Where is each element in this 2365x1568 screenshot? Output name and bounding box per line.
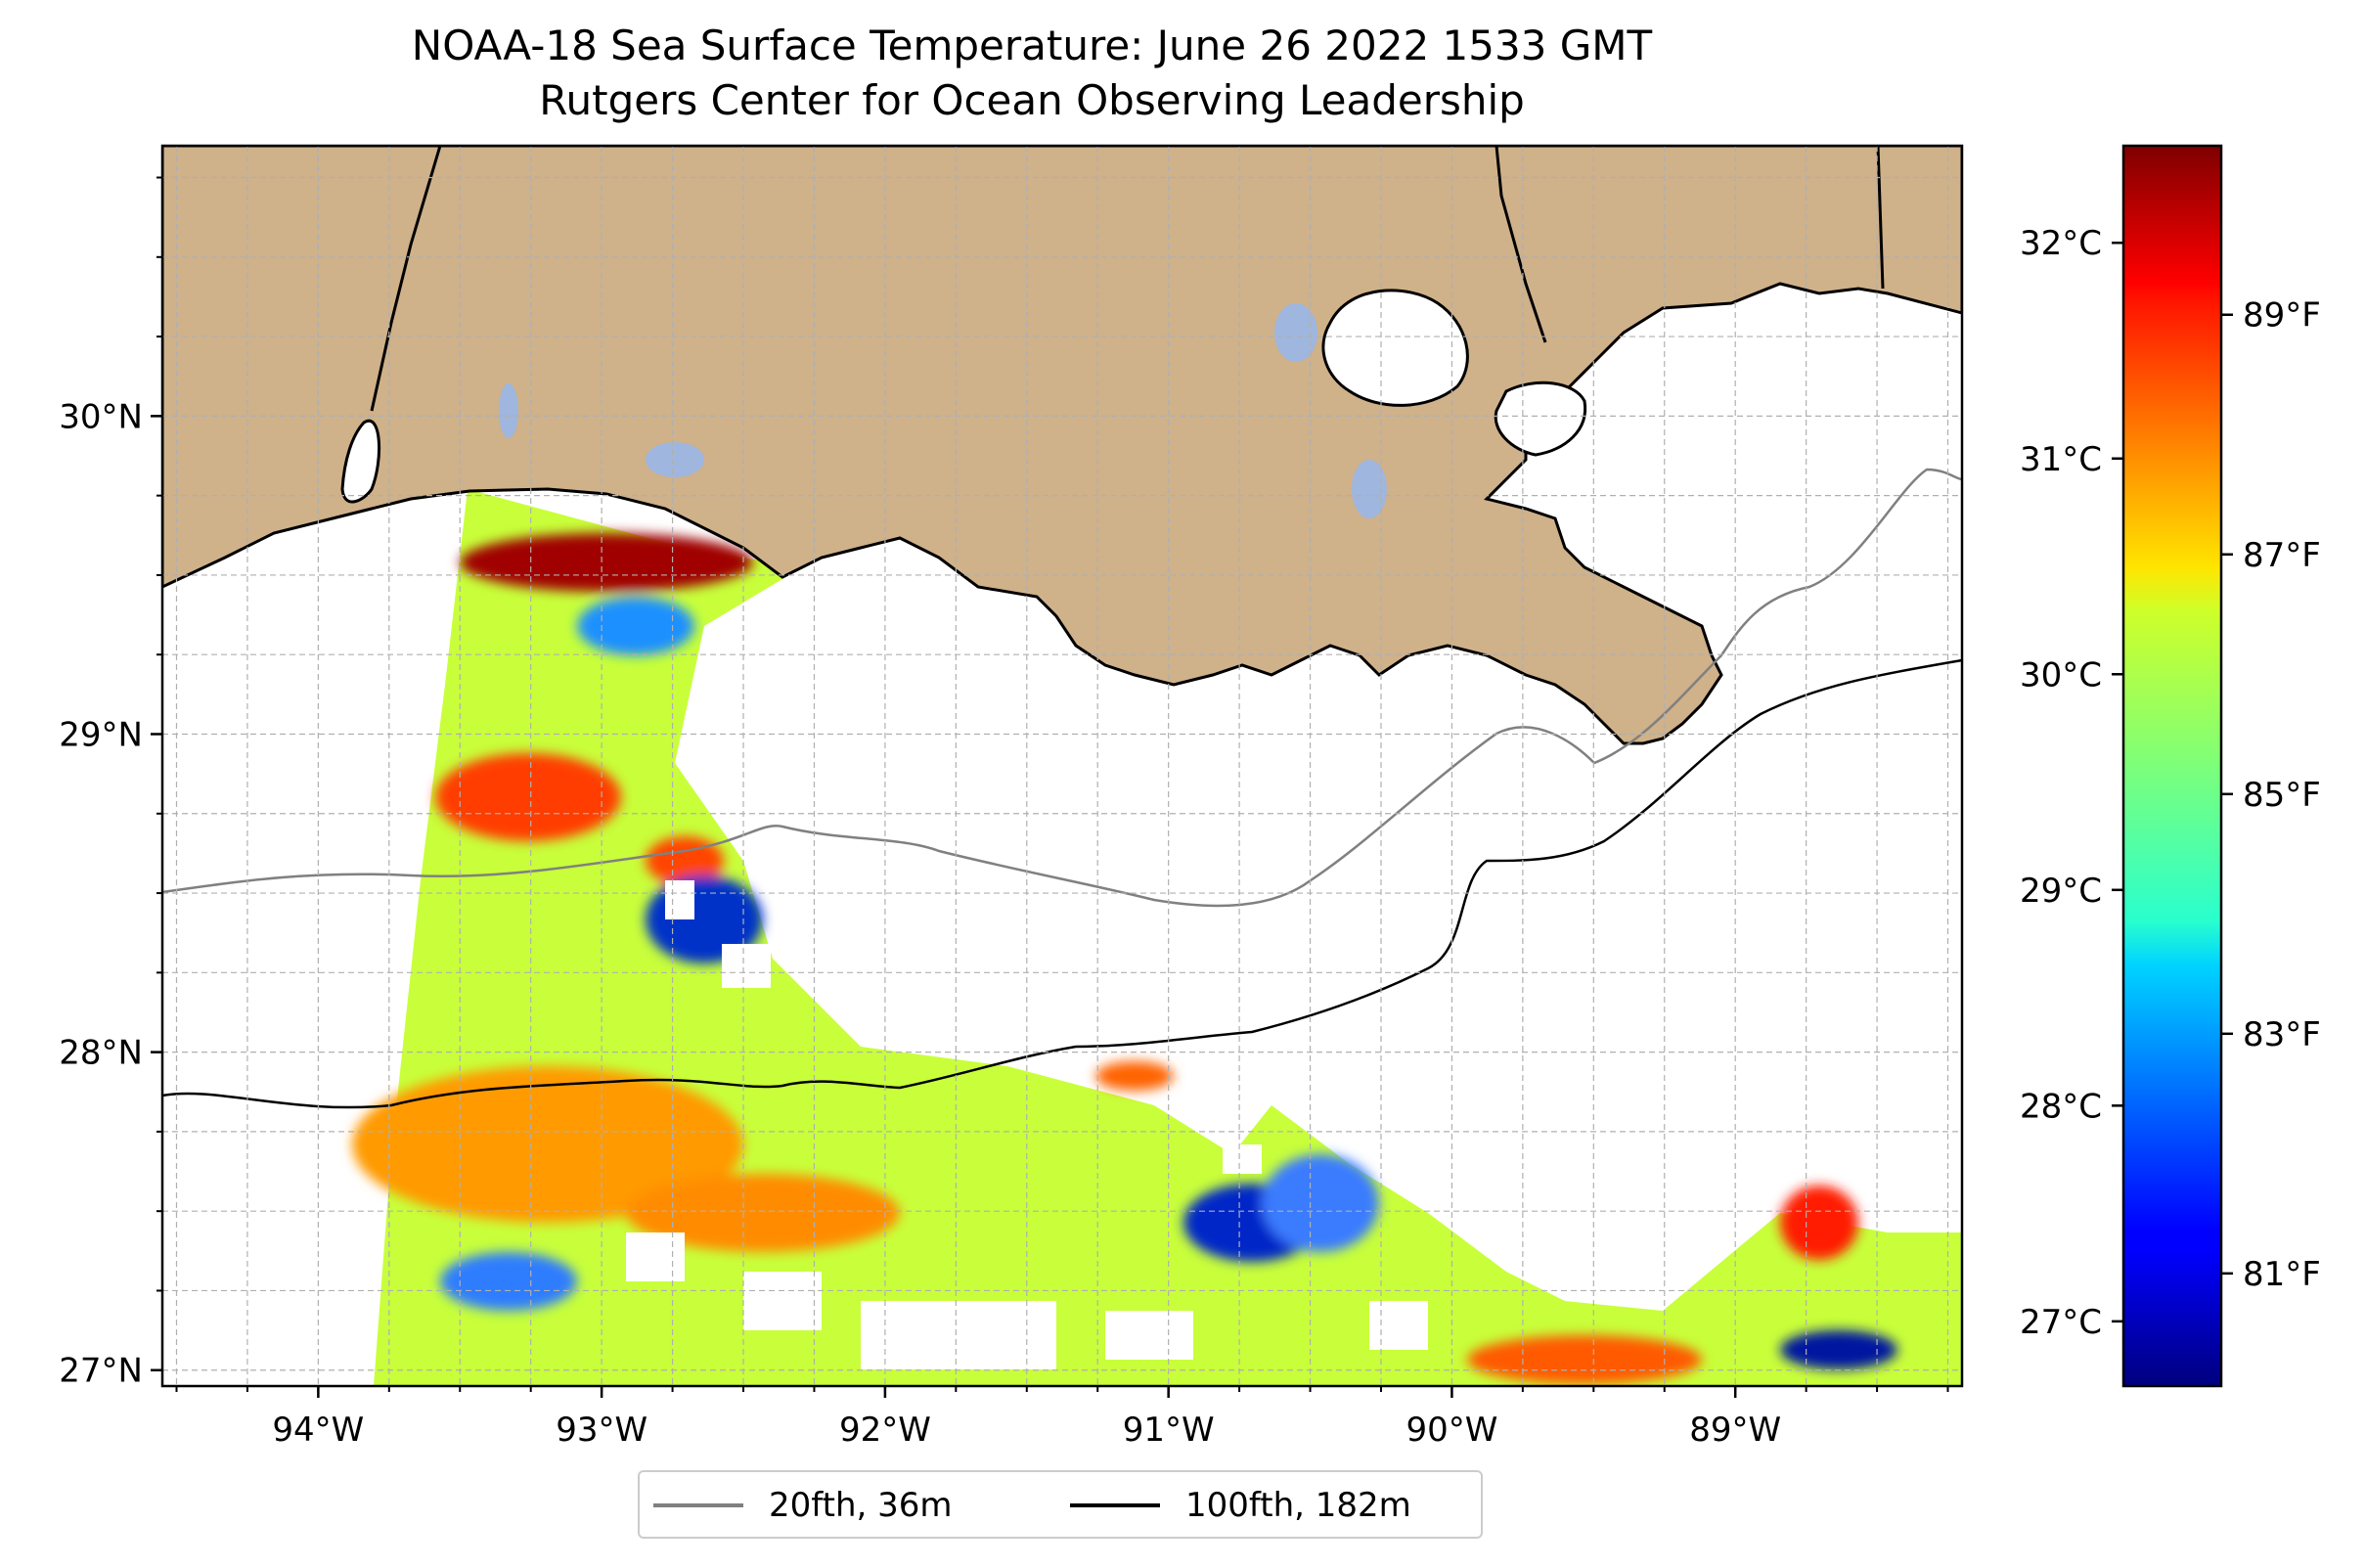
celsius-tick-label: 29°C [2020, 872, 2102, 911]
celsius-tick-label: 28°C [2020, 1087, 2102, 1126]
grand-lake [1352, 460, 1387, 518]
state-border [370, 146, 1885, 412]
graticule [162, 146, 1962, 1386]
isobath-20fth [162, 468, 1962, 908]
fahrenheit-tick-label: 87°F [2243, 536, 2321, 575]
celsius-tick-label: 30°C [2020, 655, 2102, 694]
legend-swatch-20fth [653, 1503, 743, 1507]
lon-tick-label: 90°W [1406, 1411, 1497, 1450]
legend-item-100fth: 100fth, 182m [1070, 1486, 1411, 1525]
sabine-lake [499, 383, 518, 438]
celsius-tick-label: 32°C [2020, 224, 2102, 263]
map-axes: 94°W 93°W 92°W 91°W 90°W 89°W 27°N 28°N 29°N 30°N [59, 176, 1949, 1450]
lon-tick-label: 89°W [1689, 1411, 1781, 1450]
map-frame [160, 144, 1964, 1388]
legend-label-100fth: 100fth, 182m [1185, 1486, 1411, 1525]
lat-tick-label: 30°N [59, 397, 143, 436]
lake-borgne [1494, 381, 1587, 457]
lon-tick-label: 91°W [1123, 1411, 1215, 1450]
legend-swatch-100fth [1070, 1503, 1160, 1507]
colorbar-ticks: 27°C 28°C 29°C 30°C 31°C 32°C 81°F 83°F 85°F 87°F… [2020, 224, 2321, 1342]
celsius-tick-label: 27°C [2020, 1303, 2102, 1342]
lon-tick-label: 92°W [839, 1411, 931, 1450]
lon-tick-label: 93°W [556, 1411, 647, 1450]
white-lake [646, 442, 704, 477]
lat-tick-label: 28°N [59, 1034, 143, 1073]
legend-item-20fth: 20fth, 36m [653, 1486, 953, 1525]
fahrenheit-tick-label: 81°F [2243, 1255, 2321, 1294]
fahrenheit-tick-label: 83°F [2243, 1015, 2321, 1054]
lake-pontchartrain [1321, 289, 1469, 407]
fahrenheit-tick-label: 89°F [2243, 296, 2321, 336]
lake-maurepas [1274, 303, 1317, 362]
chart-subtitle: Rutgers Center for Ocean Observing Leade… [539, 76, 1525, 124]
isobath-100fth [162, 658, 1962, 1109]
lat-tick-label: 27°N [59, 1352, 143, 1391]
lat-tick-label: 29°N [59, 715, 143, 754]
lon-tick-label: 94°W [272, 1411, 364, 1450]
fahrenheit-tick-label: 85°F [2243, 776, 2321, 815]
colorbar [2121, 144, 2223, 1388]
celsius-tick-label: 31°C [2020, 440, 2102, 479]
calcasieu-lake [340, 419, 380, 504]
chart-title: NOAA-18 Sea Surface Temperature: June 26… [411, 22, 1653, 69]
legend-label-20fth: 20fth, 36m [769, 1486, 953, 1525]
legend: 20fth, 36m 100fth, 182m [638, 1470, 1483, 1539]
sst-swath [352, 489, 1962, 1386]
